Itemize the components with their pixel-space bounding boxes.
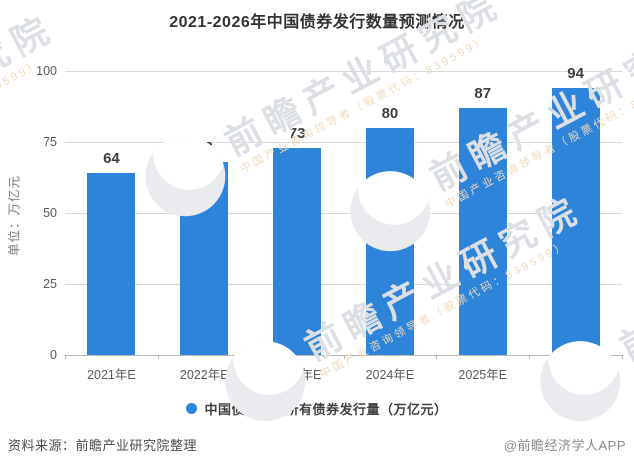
x-tick-mark bbox=[529, 355, 531, 359]
x-tick-mark bbox=[250, 355, 252, 359]
bar bbox=[87, 173, 136, 355]
gridline bbox=[65, 284, 622, 285]
bar bbox=[551, 88, 600, 355]
x-tick-mark bbox=[65, 355, 66, 359]
x-tick-mark bbox=[157, 355, 159, 359]
source-note: 资料来源：前瞻产业研究院整理 bbox=[8, 438, 198, 453]
bar-value-label: 80 bbox=[381, 104, 399, 122]
x-tick-mark bbox=[343, 355, 345, 359]
y-tick-label: 0 bbox=[50, 348, 57, 362]
gridline bbox=[65, 71, 622, 72]
bar bbox=[180, 161, 229, 355]
bar-value-label: 87 bbox=[474, 84, 492, 102]
bar-value-label: 68 bbox=[195, 138, 213, 156]
gridline bbox=[65, 213, 622, 214]
x-category-label: 2022年E bbox=[179, 368, 229, 382]
x-category-label: 2021年E bbox=[87, 368, 136, 382]
bar bbox=[458, 107, 507, 355]
x-category-label: 2026年E bbox=[551, 368, 600, 382]
x-category-label: 2023年E bbox=[272, 368, 322, 382]
bar-value-label: 64 bbox=[103, 150, 120, 168]
footer: 资料来源：前瞻产业研究院整理 @前瞻经济学人APP bbox=[8, 435, 626, 454]
x-tick-mark bbox=[622, 355, 623, 359]
bar-value-label: 94 bbox=[567, 65, 584, 83]
credit: @前瞻经济学人APP bbox=[503, 438, 626, 453]
gridline bbox=[65, 142, 622, 143]
x-category-label: 2024年E bbox=[365, 368, 415, 382]
legend: 中国债券市场所有债券发行量（万亿元） bbox=[0, 399, 634, 418]
y-tick-label: 75 bbox=[43, 135, 57, 149]
y-tick-label: 50 bbox=[43, 206, 57, 220]
bar-value-label: 73 bbox=[288, 124, 306, 142]
y-tick-label: 25 bbox=[43, 277, 57, 291]
x-category-label: 2025年E bbox=[458, 368, 508, 382]
chart-title: 2021-2026年中国债券发行数量预测情况 bbox=[169, 14, 465, 31]
x-tick-mark bbox=[436, 355, 438, 359]
legend-marker-circle bbox=[186, 403, 198, 414]
legend-label: 中国债券市场所有债券发行量（万亿元） bbox=[204, 402, 448, 417]
bar bbox=[273, 147, 322, 355]
bar bbox=[365, 127, 414, 355]
y-tick-label: 100 bbox=[36, 64, 57, 78]
